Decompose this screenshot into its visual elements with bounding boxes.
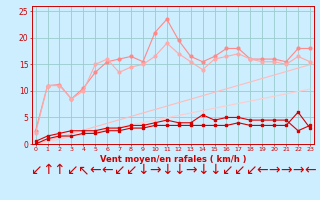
X-axis label: Vent moyen/en rafales ( km/h ): Vent moyen/en rafales ( km/h )	[100, 155, 246, 164]
